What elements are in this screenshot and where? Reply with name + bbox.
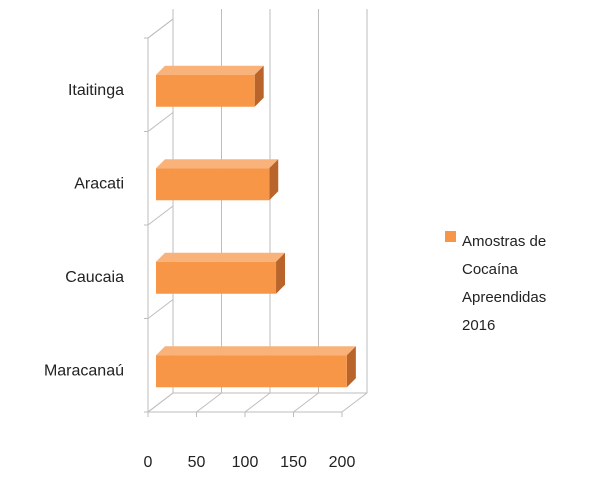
bar-side — [269, 159, 279, 201]
bar-top — [156, 159, 279, 169]
y-tick-label: Caucaia — [65, 269, 124, 286]
grid-line — [293, 392, 319, 413]
grid-line — [341, 392, 368, 413]
bar-top — [156, 252, 286, 262]
bar-side — [346, 346, 356, 388]
x-tick-label: 150 — [280, 454, 307, 471]
grid-line — [196, 392, 222, 413]
legend-label: Amostras de Cocaína Apreendidas 2016 — [462, 233, 547, 334]
bar-top — [156, 346, 356, 356]
wall-line — [147, 18, 174, 39]
wall-line — [147, 205, 174, 226]
y-tick-label: Itaitinga — [68, 82, 124, 99]
x-tick-label: 50 — [188, 454, 206, 471]
wall-line — [147, 392, 174, 413]
legend-swatch — [445, 231, 456, 242]
bar — [156, 261, 277, 294]
grid-line — [244, 392, 271, 413]
wall-line — [147, 112, 174, 132]
bar — [156, 355, 347, 388]
bar — [156, 168, 270, 201]
x-tick-label: 100 — [232, 454, 259, 471]
y-tick-label: Maracanaú — [44, 362, 124, 379]
x-tick-label: 200 — [329, 454, 356, 471]
y-tick-label: Aracati — [74, 175, 124, 192]
bar-top — [156, 65, 264, 75]
bar-side — [254, 65, 264, 107]
bar-side — [276, 252, 286, 294]
bar — [156, 74, 255, 107]
wall-line — [147, 299, 174, 319]
x-tick-label: 0 — [144, 454, 153, 471]
